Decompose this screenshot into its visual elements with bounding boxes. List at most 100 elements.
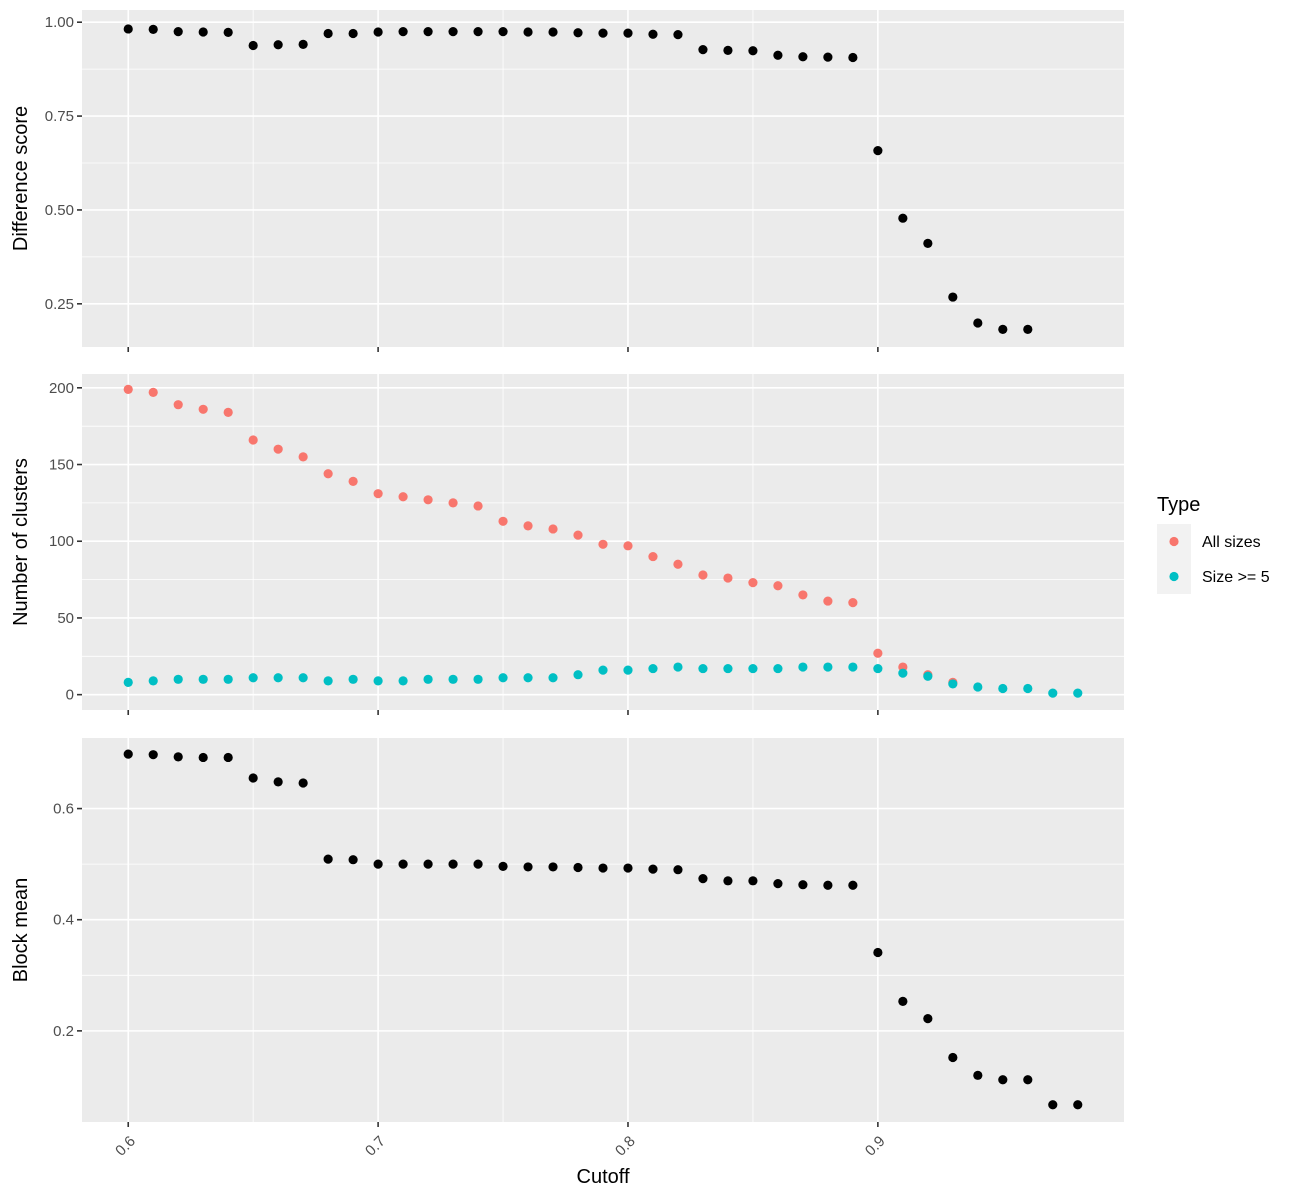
data-point [548, 524, 558, 534]
data-point [248, 40, 258, 51]
data-point [273, 444, 283, 454]
data-point [323, 28, 333, 39]
data-point [498, 26, 508, 37]
data-point [848, 598, 858, 608]
data-point [673, 559, 683, 569]
data-point [598, 665, 608, 675]
data-point [698, 873, 708, 884]
data-point [723, 45, 733, 55]
panel-2: 0 50 100 150 200 Number of clusters [10, 374, 1124, 715]
data-point [798, 662, 808, 672]
data-point [423, 859, 433, 869]
data-point [673, 29, 683, 40]
data-point [748, 46, 758, 56]
data-point [698, 570, 708, 580]
x-tick-label: 0.7 [362, 1133, 389, 1160]
data-point [723, 573, 733, 583]
data-point [523, 673, 533, 683]
data-point [173, 752, 183, 762]
panel-background [82, 10, 1124, 347]
data-point [773, 581, 783, 591]
y-tick-label: 200 [49, 380, 74, 397]
data-point [798, 52, 808, 62]
data-point [548, 673, 558, 683]
data-point [848, 662, 858, 672]
series-points [123, 662, 1083, 698]
data-point [598, 863, 608, 873]
x-tick-label: 0.8 [612, 1133, 639, 1160]
data-point [273, 40, 283, 50]
legend-label: All sizes [1202, 534, 1261, 551]
y-tick-label: 0.25 [45, 296, 74, 313]
data-point [698, 45, 708, 55]
data-point [148, 676, 158, 686]
y-tick-label: 150 [49, 457, 74, 474]
y-tick-label: 100 [49, 533, 74, 550]
y-tick-label: 0.6 [53, 801, 74, 818]
data-point [248, 435, 258, 445]
data-point [998, 324, 1008, 334]
data-point [773, 878, 783, 889]
data-point [948, 679, 958, 689]
data-point [223, 27, 233, 37]
y-tick-label: 50 [57, 610, 74, 627]
data-point [723, 876, 733, 886]
data-point [648, 663, 658, 674]
panel-background [82, 738, 1124, 1122]
data-point [548, 27, 558, 37]
data-point [348, 476, 358, 486]
data-point [623, 28, 633, 38]
y-tick-label: 0.2 [53, 1023, 74, 1040]
data-point [623, 863, 633, 873]
y-tick-label: 0 [66, 687, 74, 704]
chart-panels: 0.25 0.50 0.75 1.00 Difference score 0 50 100 15… [10, 10, 1124, 1160]
legend-label: Size >= 5 [1202, 569, 1270, 586]
data-point [473, 501, 483, 511]
data-point [923, 1014, 933, 1024]
x-axis-title: Cutoff [577, 1166, 630, 1188]
data-point [298, 778, 308, 788]
data-point [398, 492, 408, 502]
data-point [323, 676, 333, 686]
data-point [448, 859, 458, 869]
data-point [823, 880, 833, 890]
y-tick-label: 0.50 [45, 202, 74, 219]
data-point [473, 859, 483, 869]
data-point [798, 880, 808, 890]
data-point [573, 862, 583, 873]
data-point [373, 676, 383, 686]
data-point [123, 677, 133, 687]
data-point [398, 859, 408, 869]
data-point [1023, 683, 1033, 694]
data-point [723, 663, 733, 674]
data-point [648, 551, 658, 562]
data-point [123, 384, 133, 394]
data-point [673, 662, 683, 672]
data-point [398, 676, 408, 686]
data-point [473, 26, 483, 37]
data-point [1048, 688, 1058, 698]
data-point [948, 292, 958, 302]
data-point [748, 578, 758, 588]
data-point [873, 947, 883, 958]
data-point [298, 452, 308, 462]
data-point [448, 674, 458, 684]
data-point [848, 52, 858, 63]
y-tick-label: 1.00 [45, 14, 74, 31]
legend-items: All sizes Size >= 5 [1157, 524, 1270, 594]
data-point [823, 596, 833, 606]
data-point [348, 855, 358, 865]
data-point [973, 682, 983, 692]
data-point [873, 146, 883, 156]
data-point [473, 674, 483, 684]
data-point [448, 498, 458, 508]
data-point [998, 683, 1008, 694]
data-point [223, 752, 233, 763]
data-point [973, 318, 983, 328]
x-tick-label: 0.9 [862, 1133, 889, 1160]
data-point [1048, 1100, 1058, 1110]
legend-title: Type [1157, 494, 1200, 516]
data-point [373, 859, 383, 869]
data-point [423, 674, 433, 684]
